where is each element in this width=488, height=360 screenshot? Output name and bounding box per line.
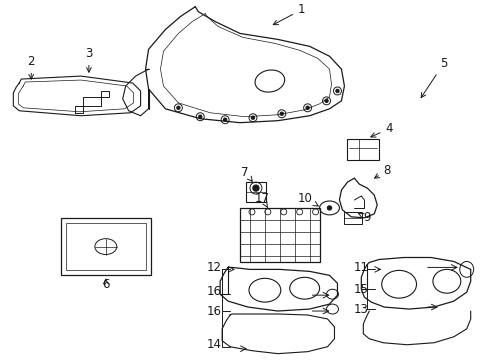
Circle shape: [198, 115, 202, 118]
Text: 2: 2: [27, 55, 35, 79]
Text: 1: 1: [273, 3, 305, 25]
Circle shape: [327, 206, 331, 210]
Bar: [66, 223, 145, 270]
Circle shape: [305, 106, 308, 109]
Text: 5: 5: [420, 57, 447, 98]
Circle shape: [325, 99, 327, 102]
Text: 10: 10: [297, 192, 318, 206]
Text: 17: 17: [254, 192, 269, 207]
Text: 12: 12: [206, 261, 221, 274]
Text: 4: 4: [370, 122, 392, 137]
Circle shape: [177, 106, 180, 109]
Bar: [245, 182, 265, 202]
Circle shape: [280, 112, 283, 115]
Text: 7: 7: [241, 166, 252, 181]
Circle shape: [335, 90, 338, 93]
Text: 11: 11: [353, 261, 368, 274]
Text: 14: 14: [206, 338, 221, 351]
Text: 9: 9: [358, 211, 370, 224]
Bar: [344, 212, 362, 224]
Text: 3: 3: [85, 47, 92, 72]
Circle shape: [252, 185, 258, 191]
Bar: [240, 208, 319, 262]
Circle shape: [251, 116, 254, 119]
Text: 13: 13: [353, 302, 368, 316]
Text: 8: 8: [374, 164, 390, 178]
Text: 6: 6: [102, 278, 109, 291]
Text: 15: 15: [353, 283, 368, 296]
Bar: [61, 218, 150, 275]
Circle shape: [223, 118, 226, 121]
Text: 16: 16: [206, 305, 221, 318]
Bar: [346, 139, 379, 160]
Text: 16: 16: [206, 285, 221, 298]
